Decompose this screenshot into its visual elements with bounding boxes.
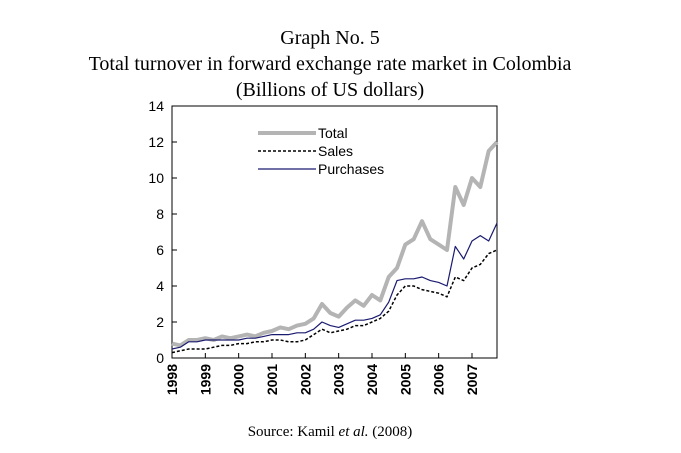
source-text: (2008)	[372, 424, 412, 440]
y-tick-label: 4	[156, 278, 164, 294]
series-line	[171, 140, 499, 348]
x-tick-label: 1999	[197, 364, 213, 395]
series-line	[171, 222, 498, 350]
y-tick-label: 10	[148, 170, 164, 186]
chart-subtitle: (Billions of US dollars)	[236, 79, 424, 101]
x-tick-label: 2006	[431, 364, 447, 395]
x-tick-label: 2000	[231, 364, 247, 395]
x-tick-label: 2001	[264, 364, 280, 395]
x-tick-label: 2005	[397, 364, 413, 395]
x-tick-label: 2002	[297, 364, 313, 395]
series-line	[171, 249, 498, 354]
chart-title: Graph No. 5	[280, 27, 379, 49]
legend-label: Purchases	[318, 161, 384, 177]
x-tick-label: 2007	[464, 364, 480, 395]
y-tick-label: 14	[148, 98, 164, 114]
y-tick-label: 12	[148, 134, 164, 150]
x-tick-label: 2003	[331, 364, 347, 395]
source-note: Source: Kamil et al. (2008)	[248, 424, 413, 440]
source-text: et al.	[339, 424, 369, 440]
chart-title: Total turnover in forward exchange rate …	[89, 53, 572, 75]
source-text: Source: Kamil	[248, 424, 335, 440]
y-tick-label: 2	[156, 314, 164, 330]
legend-label: Total	[318, 125, 348, 141]
y-tick-label: 8	[156, 206, 164, 222]
y-tick-label: 0	[156, 350, 164, 366]
y-tick-label: 6	[156, 242, 164, 258]
x-tick-label: 2004	[364, 364, 380, 395]
x-tick-label: 1998	[164, 364, 180, 395]
plot-frame	[171, 105, 498, 359]
legend-label: Sales	[318, 143, 353, 159]
